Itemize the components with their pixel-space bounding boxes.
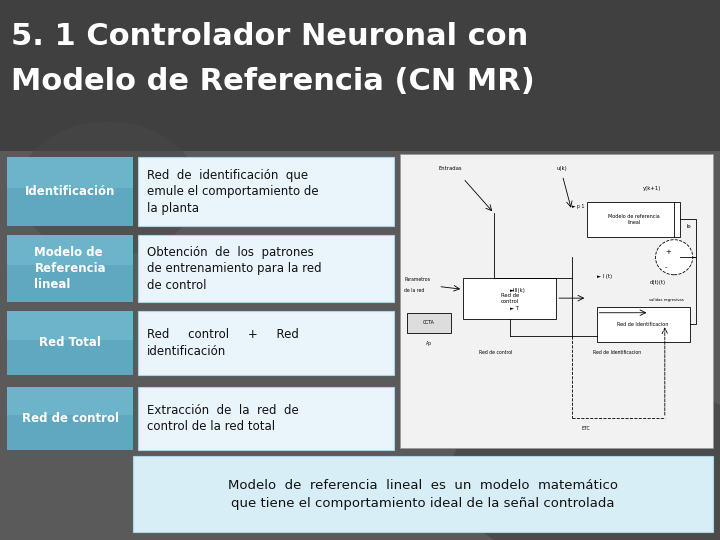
FancyBboxPatch shape [0,0,720,151]
Text: Red de control: Red de control [22,412,119,425]
Text: Red     control     +     Red
identificación: Red control + Red identificación [147,328,299,357]
FancyBboxPatch shape [138,311,394,375]
FancyBboxPatch shape [7,311,133,340]
Text: Modelo de
Referencia
lineal: Modelo de Referencia lineal [35,246,106,291]
Text: 5. 1 Controlador Neuronal con: 5. 1 Controlador Neuronal con [11,22,528,51]
Ellipse shape [18,122,198,256]
FancyBboxPatch shape [138,387,394,450]
Text: Modelo  de  referencia  lineal  es  un  modelo  matemático
que tiene el comporta: Modelo de referencia lineal es un modelo… [228,478,618,510]
FancyBboxPatch shape [133,456,713,532]
FancyBboxPatch shape [138,235,394,302]
FancyBboxPatch shape [7,157,133,188]
FancyBboxPatch shape [7,235,133,265]
FancyBboxPatch shape [7,387,133,415]
FancyBboxPatch shape [138,157,394,226]
FancyBboxPatch shape [7,157,133,226]
Text: Extracción  de  la  red  de
control de la red total: Extracción de la red de control de la re… [147,404,299,433]
FancyBboxPatch shape [7,235,133,302]
Text: Red Total: Red Total [40,336,101,349]
FancyBboxPatch shape [7,387,133,450]
Text: Identificación: Identificación [25,185,115,198]
Text: Red  de  identificación  que
emule el comportamiento de
la planta: Red de identificación que emule el compo… [147,168,318,215]
Ellipse shape [450,381,720,540]
FancyBboxPatch shape [7,311,133,375]
Text: Obtención  de  los  patrones
de entrenamiento para la red
de control: Obtención de los patrones de entrenamien… [147,246,322,292]
Text: Modelo de Referencia (CN MR): Modelo de Referencia (CN MR) [11,68,534,97]
FancyBboxPatch shape [400,154,713,448]
